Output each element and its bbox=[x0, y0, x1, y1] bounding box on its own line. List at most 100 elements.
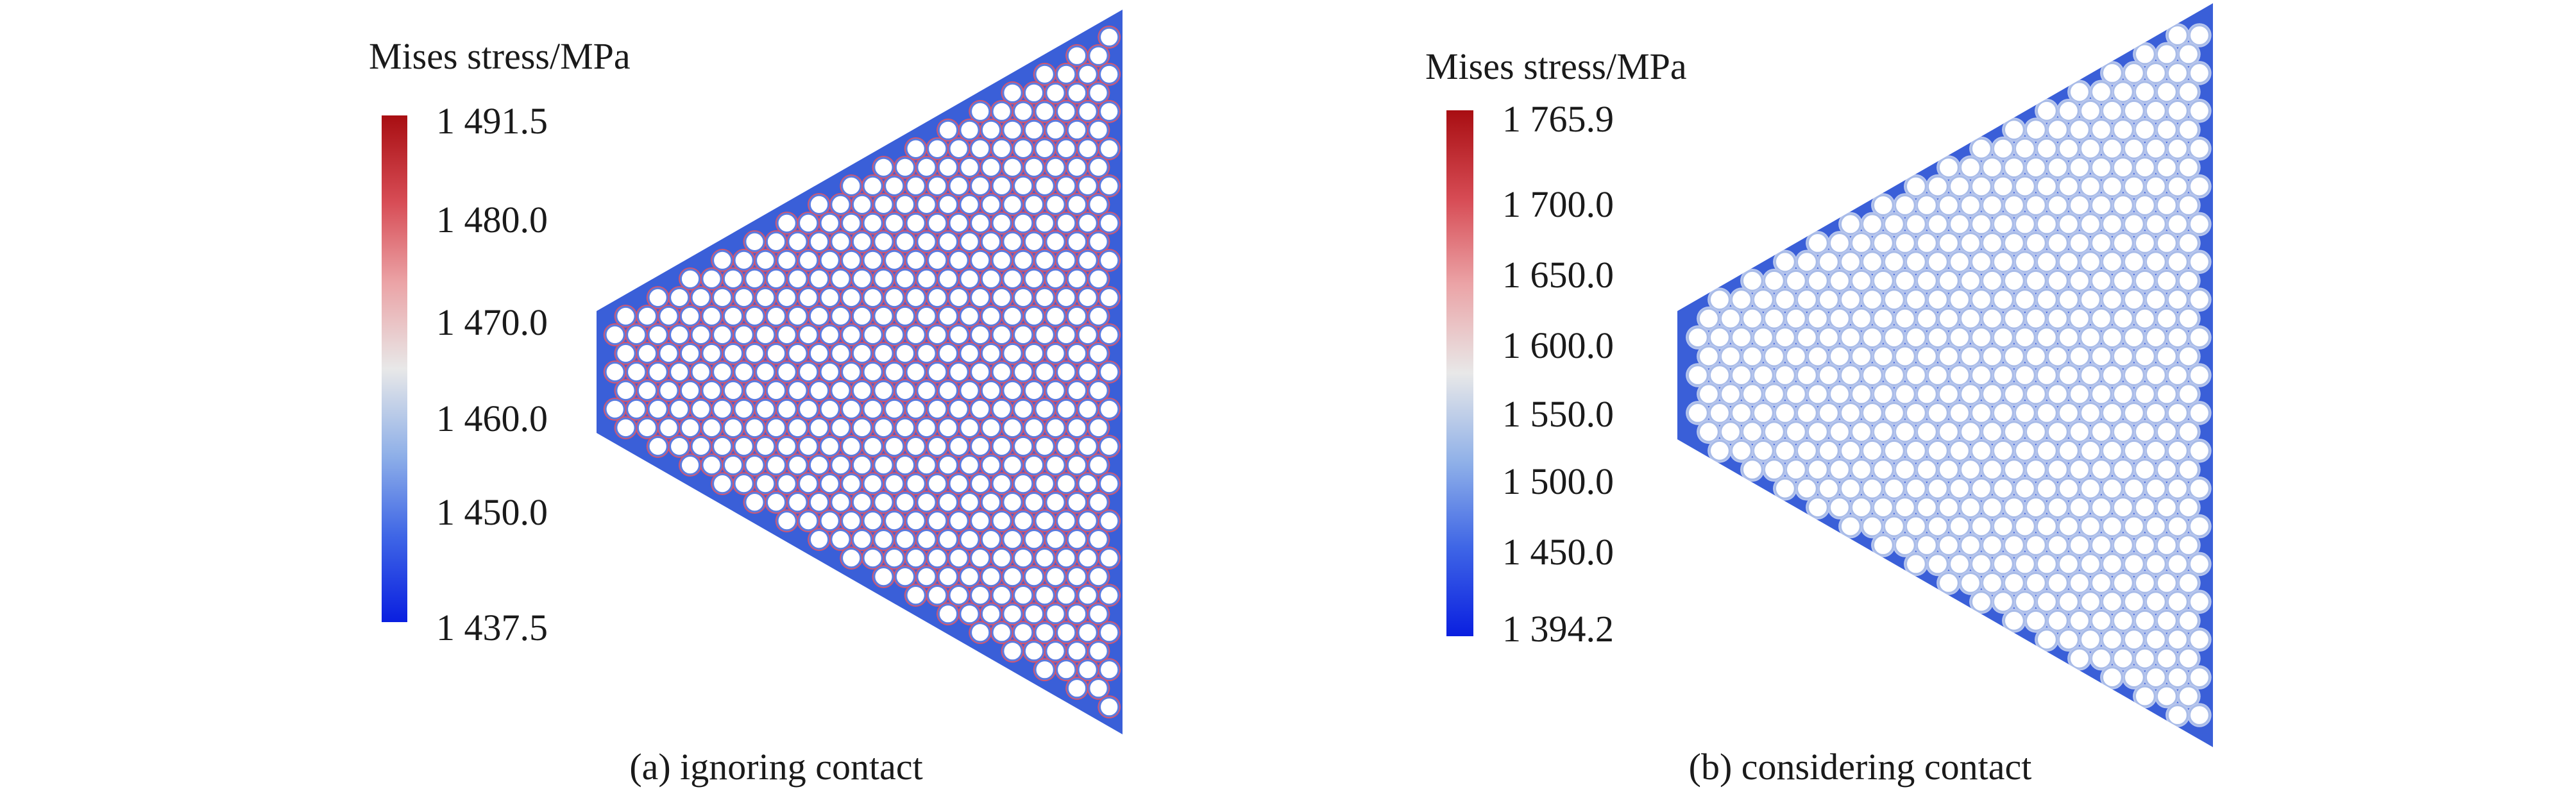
hole bbox=[970, 511, 991, 532]
hole bbox=[2134, 345, 2156, 367]
hole bbox=[927, 138, 948, 159]
hole bbox=[1905, 289, 1927, 311]
hole bbox=[2090, 383, 2112, 405]
hole bbox=[959, 342, 980, 364]
hole bbox=[2036, 213, 2058, 235]
hole bbox=[2058, 477, 2080, 500]
hole bbox=[2047, 119, 2069, 141]
hole bbox=[2025, 269, 2047, 292]
hole bbox=[2178, 383, 2199, 405]
hole bbox=[2069, 345, 2090, 367]
hole bbox=[1099, 175, 1120, 196]
colorbar-title: Mises stress/MPa bbox=[369, 35, 631, 77]
hole bbox=[2178, 43, 2199, 65]
hole bbox=[1088, 45, 1109, 66]
hole bbox=[2101, 364, 2123, 386]
colorbar-ticks: 1 491.5 1 480.0 1 470.0 1 460.0 1 450.0 1 437… bbox=[436, 100, 548, 648]
hole bbox=[636, 417, 658, 439]
hole bbox=[1034, 63, 1055, 85]
hole bbox=[2080, 629, 2101, 651]
hole bbox=[1938, 459, 1960, 481]
hole bbox=[1938, 421, 1960, 443]
hole bbox=[2134, 383, 2156, 405]
hole bbox=[755, 435, 776, 457]
hole bbox=[1992, 326, 2014, 348]
hole bbox=[1992, 591, 2014, 613]
hole bbox=[1013, 548, 1034, 569]
hole bbox=[2189, 591, 2210, 613]
hole bbox=[991, 138, 1012, 159]
hole bbox=[2167, 213, 2189, 235]
hole bbox=[948, 473, 969, 494]
hole bbox=[712, 361, 733, 383]
hole bbox=[1861, 364, 1883, 386]
hole bbox=[916, 268, 937, 289]
hole bbox=[841, 287, 862, 308]
hole bbox=[927, 249, 948, 271]
hole bbox=[2025, 534, 2047, 556]
hole bbox=[862, 548, 883, 569]
hole bbox=[1905, 326, 1927, 348]
hole bbox=[615, 305, 636, 327]
hole bbox=[626, 324, 647, 346]
hole bbox=[1056, 435, 1077, 457]
hole bbox=[2167, 629, 2189, 651]
hole bbox=[2069, 534, 2090, 556]
hole bbox=[2069, 194, 2090, 216]
hole bbox=[2178, 232, 2199, 254]
hole bbox=[1088, 305, 1109, 327]
hole bbox=[1829, 232, 1851, 254]
hole bbox=[1088, 268, 1109, 289]
hole bbox=[2145, 439, 2167, 462]
hole bbox=[1938, 345, 1960, 367]
hole bbox=[927, 473, 948, 494]
hole bbox=[927, 175, 948, 196]
hole bbox=[2058, 175, 2080, 198]
hole bbox=[2080, 553, 2101, 575]
hole bbox=[1720, 421, 1741, 443]
hole bbox=[1763, 421, 1785, 443]
hole bbox=[1927, 364, 1949, 386]
hole bbox=[1992, 364, 2014, 386]
hole bbox=[1002, 566, 1023, 587]
hole bbox=[2025, 307, 2047, 330]
hole bbox=[2101, 175, 2123, 198]
hole bbox=[1077, 63, 1098, 85]
hole bbox=[1002, 604, 1023, 625]
hole bbox=[2189, 477, 2210, 500]
hole bbox=[2080, 515, 2101, 537]
hole bbox=[2123, 364, 2145, 386]
hole bbox=[1034, 659, 1055, 680]
hole bbox=[2014, 175, 2036, 198]
hole bbox=[980, 119, 1002, 140]
colorbar-tick-label: 1 700.0 bbox=[1502, 183, 1614, 225]
hole bbox=[2189, 364, 2210, 386]
hole bbox=[2167, 402, 2189, 424]
hole bbox=[2080, 175, 2101, 198]
hole bbox=[1916, 307, 1938, 330]
hole bbox=[2036, 591, 2058, 613]
hole bbox=[2058, 213, 2080, 235]
hole bbox=[830, 529, 851, 550]
hole bbox=[1949, 289, 1970, 311]
hole bbox=[1949, 251, 1970, 273]
hole bbox=[2145, 175, 2167, 198]
hole bbox=[1829, 421, 1851, 443]
hole bbox=[679, 268, 701, 289]
hole bbox=[851, 455, 873, 476]
hole bbox=[2047, 496, 2069, 518]
hole bbox=[701, 455, 722, 476]
hole bbox=[2090, 421, 2112, 443]
hole bbox=[2112, 647, 2134, 670]
hole bbox=[1916, 269, 1938, 292]
hole bbox=[1066, 566, 1088, 587]
hole bbox=[1916, 194, 1938, 216]
hole bbox=[1851, 232, 1872, 254]
hole bbox=[1741, 383, 1763, 405]
hole bbox=[959, 194, 980, 215]
hole bbox=[2047, 459, 2069, 481]
hole bbox=[2047, 421, 2069, 443]
hole bbox=[2134, 534, 2156, 556]
hole bbox=[991, 212, 1012, 233]
hole bbox=[873, 231, 894, 252]
